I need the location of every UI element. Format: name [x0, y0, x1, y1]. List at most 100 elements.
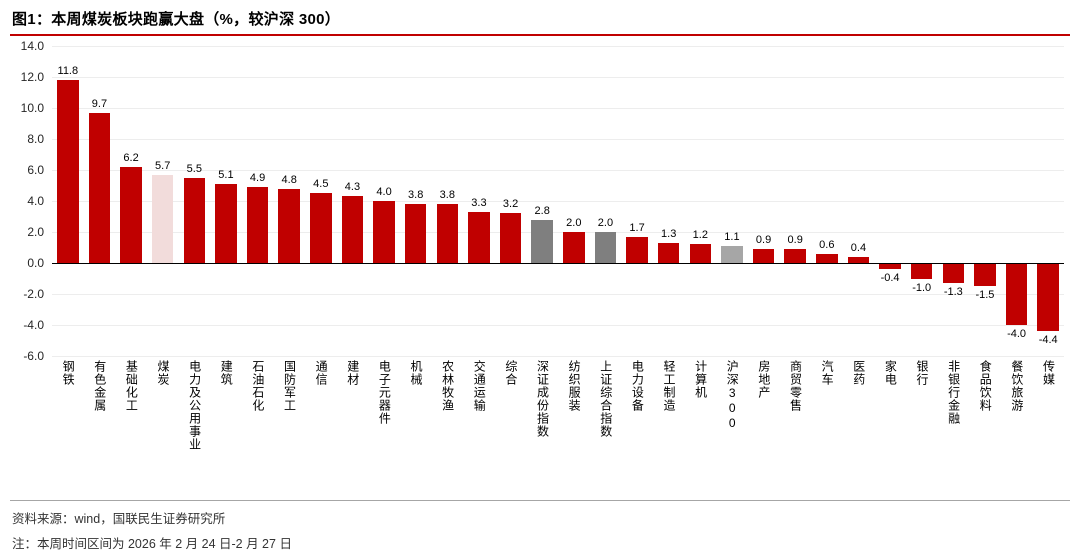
gridline: [52, 356, 1064, 357]
bar-基础化工: [120, 166, 142, 263]
bar-value-label: -1.3: [943, 286, 963, 299]
y-tick-label: 2.0: [27, 225, 44, 239]
x-category-label: 石油石化: [250, 360, 265, 412]
bar-slot: 5.7: [147, 46, 179, 356]
y-tick-label: 8.0: [27, 132, 44, 146]
x-category-label: 综合: [503, 360, 518, 386]
gridlines: [52, 46, 1064, 357]
bar-综合: [499, 213, 522, 263]
bar-value-label: 1.1: [724, 230, 740, 243]
bar-value-label: 0.9: [755, 234, 772, 247]
y-tick-label: 14.0: [20, 39, 44, 53]
bar-医药: [847, 256, 870, 263]
gridline: [52, 170, 1064, 171]
x-category-label: 沪深300: [725, 360, 740, 431]
bar-value-label: -0.4: [880, 272, 900, 285]
bar-纺织服装: [563, 232, 585, 263]
bar-value-label: 0.6: [819, 238, 835, 251]
bar-slot: 3.2: [495, 46, 527, 356]
bar-slot: -1.3: [938, 46, 970, 356]
bar-slot: 0.4: [843, 46, 875, 356]
bar-value-label: 3.2: [502, 198, 519, 211]
bar-slot: 4.0: [368, 46, 400, 356]
bar-slot: -4.0: [1001, 46, 1033, 356]
bar-value-label: 1.2: [692, 229, 708, 242]
bar-value-label: 4.9: [249, 172, 266, 185]
bar-slot: 0.9: [779, 46, 811, 356]
bar-建材: [341, 196, 364, 263]
bar-slot: -4.4: [1032, 46, 1064, 356]
plot-area: 11.8 9.7 6.2 5.7 5.5 5.1 4.9 4.8 4.5 4.3 4.0 3.8 3.8…: [52, 46, 1064, 357]
y-axis-spacer: [10, 356, 52, 498]
bar-石油石化: [246, 187, 269, 263]
x-category-label: 汽车: [820, 360, 835, 386]
x-category-label: 电力设备: [630, 360, 645, 412]
bar-chart: 14.0 12.0 10.0 8.0 6.0 4.0 2.0 0.0 -2.0 -4.0 -6.0 …: [0, 36, 1080, 498]
x-category-label: 通信: [314, 360, 329, 386]
zero-axis-line: [52, 263, 1064, 264]
bar-通信: [310, 193, 332, 263]
bar-value-label: -1.0: [912, 281, 932, 294]
figure-title-bar: 图1：本周煤炭板块跑赢大盘（%，较沪深 300）: [10, 0, 1070, 36]
x-category-label: 餐饮旅游: [1009, 360, 1024, 412]
bar-slot: -1.5: [969, 46, 1001, 356]
gridline: [52, 232, 1064, 233]
x-category-label: 钢铁: [61, 360, 76, 386]
bar-value-label: -4.0: [1007, 328, 1027, 340]
bar-农林牧渔: [436, 204, 459, 263]
bars-container: 11.8 9.7 6.2 5.7 5.5 5.1 4.9 4.8 4.5 4.3 4.0 3.8 3.8…: [52, 46, 1064, 356]
gridline: [52, 46, 1064, 47]
bar-value-label: 4.5: [313, 178, 329, 191]
y-axis: 14.0 12.0 10.0 8.0 6.0 4.0 2.0 0.0 -2.0 -4.0 -6.0: [10, 39, 52, 363]
x-axis-labels: 钢铁 有色金属 基础化工 煤炭 电力及公用事业 建筑 石油石化 国防军工 通信 建材 电子元器件 机械…: [52, 356, 1064, 498]
bar-煤炭: [151, 174, 174, 263]
bar-value-label: 4.3: [344, 181, 361, 194]
bar-value-label: 11.8: [57, 65, 79, 78]
bar-value-label: 5.5: [186, 162, 202, 175]
y-tick-label: 0.0: [27, 256, 44, 270]
bar-有色金属: [88, 112, 111, 263]
bar-建筑: [215, 183, 237, 263]
bar-房地产: [752, 249, 775, 263]
bar-slot: 11.8: [52, 46, 84, 356]
bar-汽车: [816, 253, 838, 263]
bar-slot: 4.9: [242, 46, 274, 356]
x-category-label: 深证成份指数: [535, 360, 550, 438]
y-tick-label: 12.0: [20, 70, 44, 84]
bar-slot: 3.8: [432, 46, 464, 356]
x-category-label: 机械: [408, 360, 423, 386]
bar-value-label: 5.1: [218, 168, 234, 181]
bar-slot: 1.2: [685, 46, 717, 356]
y-tick-label: 6.0: [27, 163, 44, 177]
bar-value-label: 3.8: [439, 189, 455, 202]
bar-slot: 4.5: [305, 46, 337, 356]
bar-value-label: 5.7: [155, 159, 171, 172]
x-category-label: 国防军工: [282, 360, 297, 412]
bar-钢铁: [57, 80, 79, 263]
y-tick-label: 10.0: [20, 101, 44, 115]
source-text: 资料来源：wind，国联民生证券研究所: [12, 512, 226, 526]
bar-slot: 3.3: [463, 46, 495, 356]
gridline: [52, 139, 1064, 140]
x-category-label: 电子元器件: [377, 360, 392, 425]
x-category-label: 基础化工: [124, 360, 139, 412]
y-tick-label: 4.0: [27, 194, 44, 208]
gridline: [52, 294, 1064, 295]
bar-value-label: 2.0: [566, 217, 582, 229]
footer: 资料来源：wind，国联民生证券研究所 注：本周时间区间为 2026 年 2 月…: [10, 500, 1070, 552]
x-category-label: 计算机: [693, 360, 708, 399]
bar-沪深300: [721, 245, 743, 263]
bar-上证综合指数: [594, 232, 617, 263]
bar-计算机: [689, 244, 712, 263]
bar-value-label: 4.8: [281, 173, 297, 186]
bar-value-label: 0.4: [850, 241, 867, 254]
y-tick-label: -4.0: [23, 318, 44, 332]
bar-slot: 0.9: [748, 46, 780, 356]
bar-value-label: 2.0: [597, 217, 614, 229]
bar-value-label: 6.2: [123, 151, 139, 164]
gridline: [52, 77, 1064, 78]
bar-家电: [879, 263, 901, 270]
bar-slot: 9.7: [84, 46, 116, 356]
bar-slot: 1.1: [716, 46, 748, 356]
